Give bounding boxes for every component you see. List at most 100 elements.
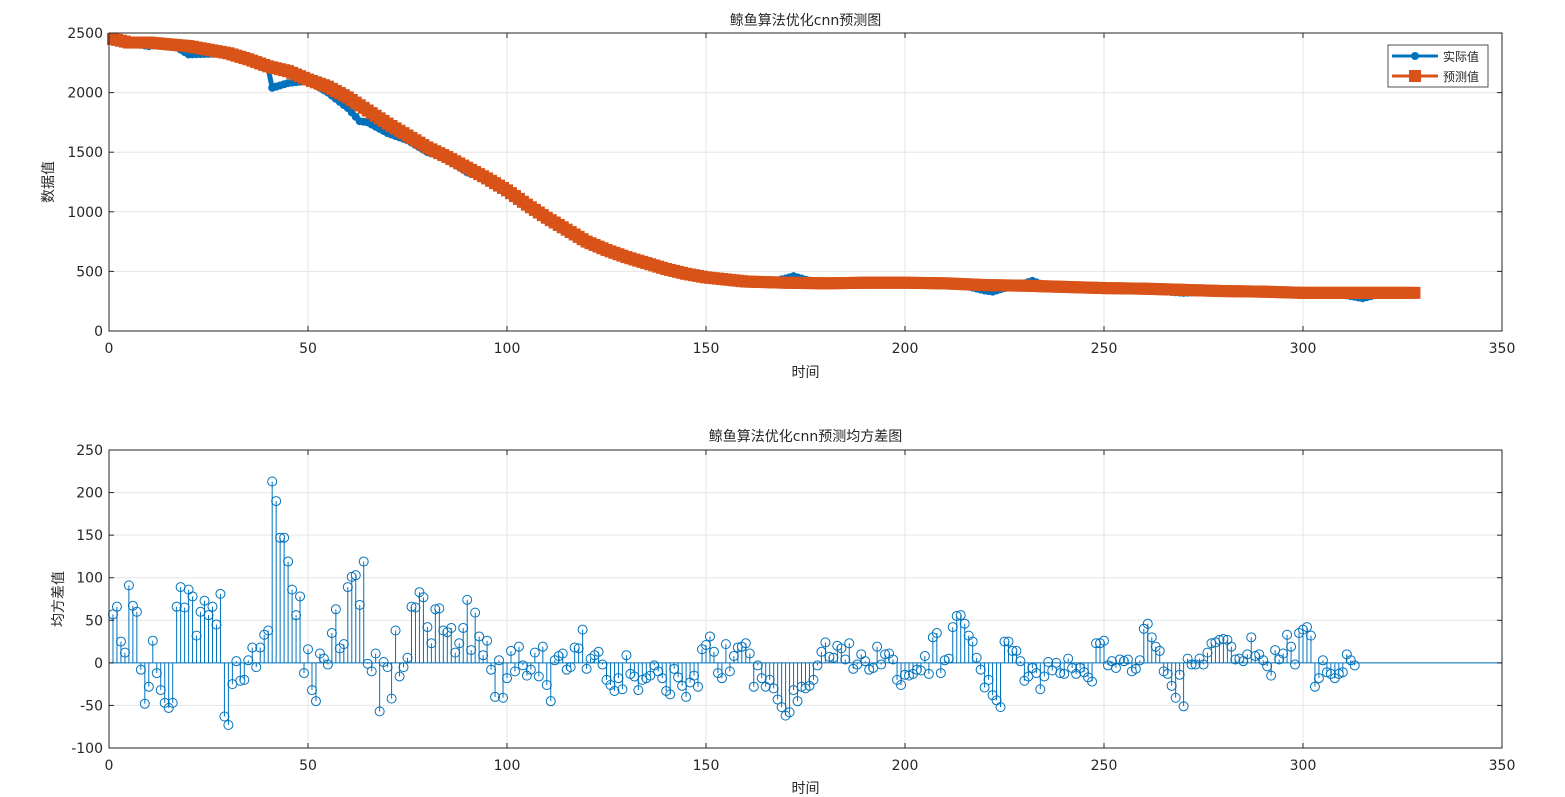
stem-marker [633,685,644,696]
stem-marker [306,685,317,696]
stem-marker [673,672,684,683]
stem-marker [565,662,576,673]
stem-marker [310,696,321,707]
stem-marker [844,638,855,649]
stem-marker [557,648,568,659]
stem-marker [147,635,158,646]
stem-marker [143,681,154,692]
stem-marker [764,674,775,685]
mse-ytick-label: 250 [76,443,103,459]
stem-marker [366,666,377,677]
prediction-series [106,32,1421,303]
stem-marker [422,622,433,633]
stem-marker [1099,635,1109,646]
stem-marker [896,679,907,690]
stem-marker [167,697,178,708]
stem-marker [880,649,891,660]
prediction-xtick-label: 350 [1489,341,1516,357]
stem-marker [768,683,779,694]
mse-xtick-label: 50 [299,758,317,774]
stem-marker [1305,630,1316,641]
stem-marker [689,670,700,681]
stem-marker [812,660,823,671]
mse-ticks: 0 50 100 150 200 250 300 350 -100 -50 0 50 100 150 200… [71,443,1515,774]
stem-marker [247,642,258,653]
mse-xtick-label: 300 [1290,758,1317,774]
mse-xtick-label: 350 [1489,758,1516,774]
stem-marker [597,659,608,670]
stem-marker [704,631,715,642]
stem-marker [434,603,445,614]
mse-ytick-label: -50 [80,698,103,714]
legend-predicted-marker [1409,70,1421,82]
stem-marker [474,631,485,642]
prediction-chart: 0 50 100 150 200 250 300 350 0 500 1000 1500 2000 250… [41,12,1515,381]
prediction-ytick-label: 1000 [67,205,103,221]
prediction-ticks: 0 50 100 150 200 250 300 350 0 500 1000 1500 2000 250… [67,26,1515,357]
mse-xlabel: 时间 [792,781,820,797]
stem-marker [657,673,668,684]
stem-marker [1170,692,1181,703]
stem-marker [1290,659,1301,670]
legend: 实际值 预测值 [1387,44,1489,88]
stem-marker [923,668,934,679]
stem-marker [752,660,763,671]
stem-marker [888,654,899,665]
stem-marker [577,624,588,635]
prediction-ytick-label: 1500 [67,145,103,161]
stem-marker [151,668,162,679]
stem-marker [123,580,134,591]
stem-marker [382,662,393,673]
stem-marker [1218,634,1229,645]
stem-marker [1337,667,1348,678]
stem-marker [669,663,680,674]
stem-marker [410,602,421,613]
legend-box [1387,44,1489,88]
stem-marker [1059,668,1070,679]
stem-marker [370,648,381,659]
stem-marker [287,584,298,595]
stem-marker [1282,629,1293,640]
prediction-xtick-label: 200 [892,341,919,357]
stem-marker [573,643,584,654]
stem-marker [1226,641,1237,652]
mse-xtick-label: 100 [494,758,521,774]
stem-marker [191,630,202,641]
stem-marker [665,689,676,700]
stem-marker [1154,645,1165,656]
stem-marker [537,641,548,652]
stem-marker [824,651,835,662]
stem-marker [295,591,306,602]
stem-marker [398,662,409,673]
stem-marker [943,653,954,664]
stem-marker [135,664,146,675]
stem-marker [828,652,839,663]
stem-marker [187,591,198,602]
stem-marker [354,599,365,610]
stem-marker [466,645,477,656]
prediction-xtick-label: 50 [299,341,317,357]
stem-marker [876,659,887,670]
stem-marker [390,625,401,636]
stem-marker [1142,618,1153,629]
prediction-grid [109,33,1502,331]
stem-marker [418,592,429,603]
stem-marker [1178,701,1189,712]
mse-ytick-label: 150 [76,528,103,544]
stem-marker [609,685,620,696]
mse-chart: 0 50 100 150 200 250 300 350 -100 -50 0 50 100 150 200… [51,428,1515,797]
mse-ytick-label: -100 [71,741,103,757]
stem-marker [513,641,524,652]
stem-marker [454,638,465,649]
stem-marker [207,601,218,612]
stem-marker [338,639,349,650]
mse-ytick-label: 0 [94,656,103,672]
stem-marker [533,671,544,682]
stem-marker [203,610,214,621]
stem-marker [645,670,656,681]
stem-marker [303,644,313,655]
stem-marker [1015,656,1026,667]
stem-marker [1035,684,1046,695]
prediction-axes-box [108,32,1503,332]
